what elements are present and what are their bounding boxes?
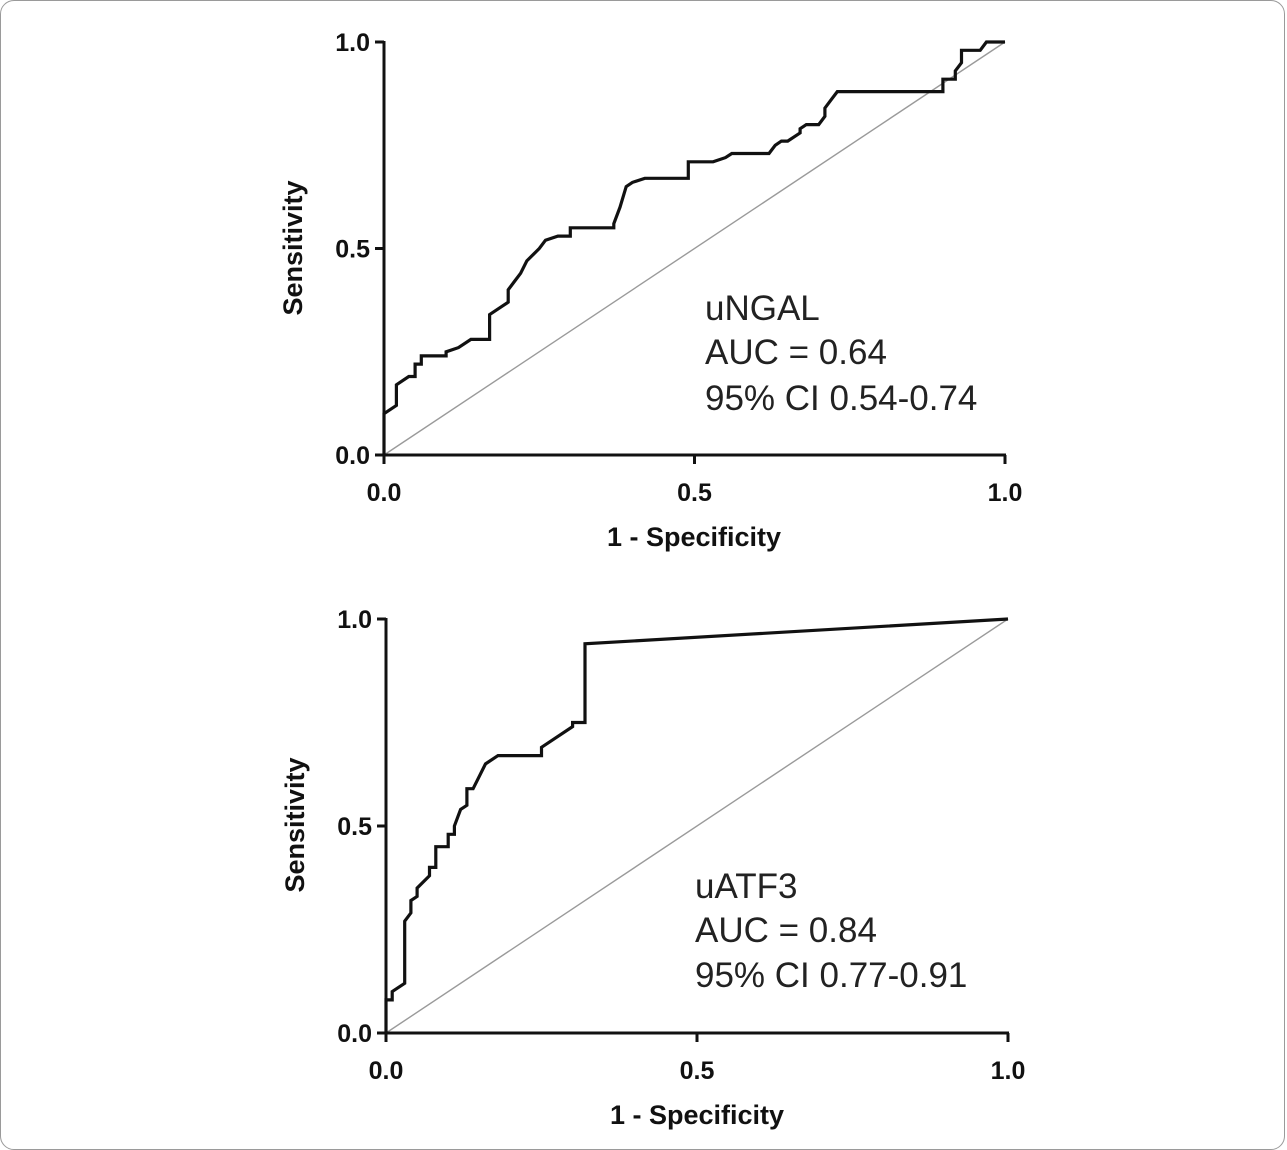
roc-panel-ungal-marks: 0.0 0.5 1.0 0.0 0.5 1.0 bbox=[335, 29, 1022, 507]
annotation-ci: 95% CI 0.54-0.74 bbox=[705, 379, 977, 418]
annotation-marker-name: uATF3 bbox=[695, 867, 797, 906]
annotation-ci: 95% CI 0.77-0.91 bbox=[695, 956, 967, 995]
y-tick-label: 1.0 bbox=[337, 606, 372, 634]
y-tick-label: 1.0 bbox=[335, 29, 370, 57]
annotation-marker-name: uNGAL bbox=[705, 289, 820, 328]
y-axis-label: Sensitivity bbox=[280, 757, 310, 892]
y-tick-label: 0.0 bbox=[337, 1020, 372, 1048]
reference-diagonal bbox=[385, 618, 1009, 1034]
annotation-auc: AUC = 0.64 bbox=[705, 333, 887, 372]
reference-diagonal bbox=[383, 41, 1006, 456]
x-tick-label: 1.0 bbox=[991, 1057, 1026, 1085]
roc-curve bbox=[382, 40, 1005, 455]
annotation-auc: AUC = 0.84 bbox=[695, 911, 877, 950]
x-axis-label: 1 - Specificity bbox=[610, 1100, 784, 1130]
x-tick-label: 1.0 bbox=[988, 479, 1023, 507]
x-tick-label: 0.5 bbox=[677, 479, 712, 507]
x-tick-label: 0.0 bbox=[369, 1057, 404, 1085]
y-tick-label: 0.5 bbox=[335, 236, 370, 264]
x-tick-label: 0.5 bbox=[680, 1057, 715, 1085]
x-axis-label: 1 - Specificity bbox=[607, 522, 781, 552]
roc-panel-ungal: 0.0 0.5 1.0 0.0 0.5 1.0 Sensitivity 1 - Speci… bbox=[278, 29, 1022, 552]
roc-panel-uatf3: 0.0 0.5 1.0 0.0 0.5 1.0 Sensitivity 1 - Speci… bbox=[280, 606, 1025, 1130]
x-tick-label: 0.0 bbox=[367, 479, 402, 507]
roc-curve bbox=[384, 617, 1009, 1033]
y-tick-label: 0.0 bbox=[335, 442, 370, 470]
y-axis-label: Sensitivity bbox=[278, 180, 308, 315]
roc-panel-uatf3-marks: 0.0 0.5 1.0 0.0 0.5 1.0 bbox=[337, 606, 1025, 1085]
y-tick-label: 0.5 bbox=[337, 813, 372, 841]
